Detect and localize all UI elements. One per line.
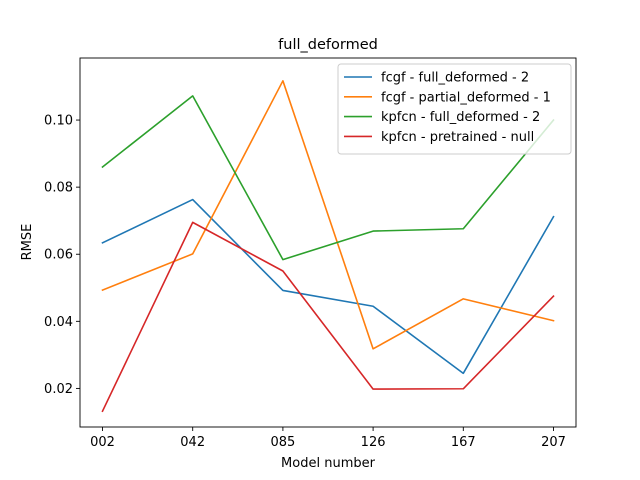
x-tick-label: 207	[541, 435, 566, 450]
legend: fcgf - full_deformed - 2 fcgf - partial_d…	[337, 63, 572, 155]
series-line-3	[101, 95, 555, 261]
y-tick-label: 0.10	[44, 114, 73, 129]
series-line-4	[101, 221, 555, 413]
chart-title: full_deformed	[278, 37, 378, 53]
legend-label: fcgf - partial_deformed - 1	[381, 90, 551, 105]
x-tick-label: 085	[270, 435, 295, 450]
plot-frame	[79, 57, 577, 428]
y-tick-label: 0.08	[44, 181, 73, 196]
x-axis: 002 042 085 126 167 207	[90, 427, 566, 450]
legend-label: fcgf - full_deformed - 2	[381, 71, 529, 86]
y-axis-label: RMSE	[20, 224, 35, 261]
x-tick-label: 126	[361, 435, 386, 450]
y-axis: 0.02 0.04 0.06 0.08 0.10	[44, 114, 80, 397]
legend-label: kpfcn - full_deformed - 2	[381, 110, 540, 125]
x-tick-label: 002	[90, 435, 115, 450]
x-axis-label: Model number	[281, 456, 376, 471]
y-tick-label: 0.04	[44, 315, 73, 330]
series-line-2	[101, 80, 555, 350]
legend-label: kpfcn - pretrained - null	[381, 130, 534, 145]
x-tick-label: 167	[451, 435, 476, 450]
series-lines	[101, 80, 555, 413]
legend-box	[337, 63, 572, 155]
series-line-1	[101, 198, 555, 375]
y-tick-label: 0.06	[44, 248, 73, 263]
x-tick-label: 042	[180, 435, 205, 450]
y-tick-label: 0.02	[44, 382, 73, 397]
